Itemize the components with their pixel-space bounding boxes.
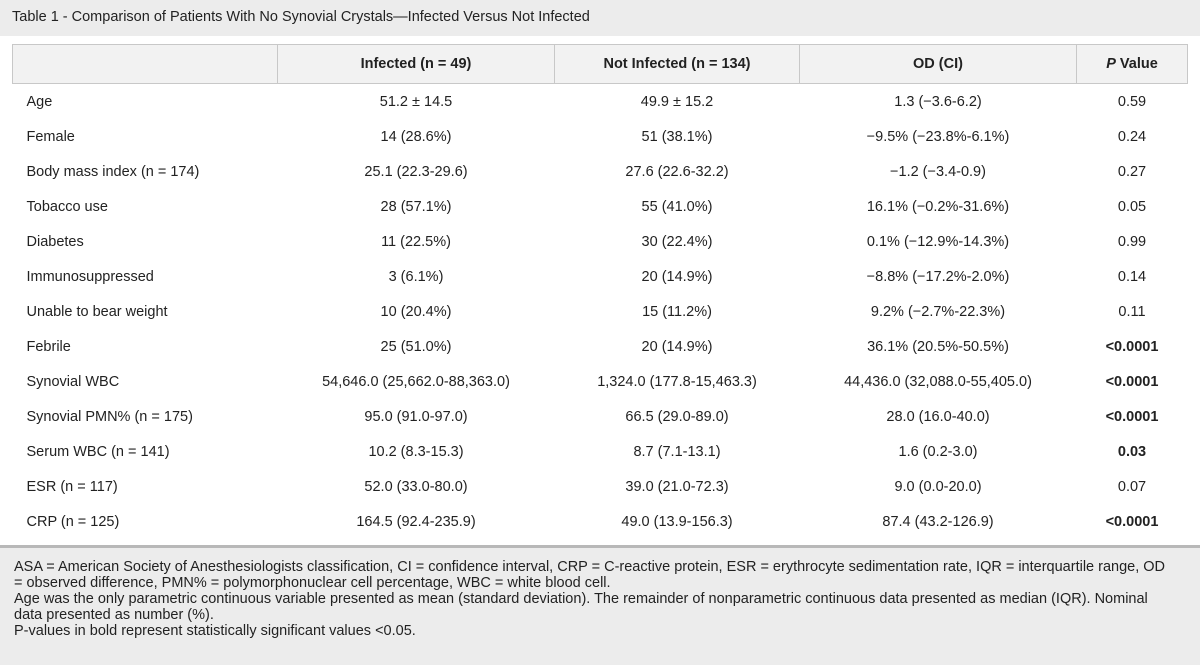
not-infected-cell: 20 (14.9%) <box>641 338 713 355</box>
infected-cell: 95.0 (91.0-97.0) <box>364 408 468 425</box>
infected-cell: 10.2 (8.3-15.3) <box>368 443 464 460</box>
not-infected-cell: 27.6 (22.6-32.2) <box>625 163 729 180</box>
row-label-cell: Tobacco use <box>26 198 108 215</box>
od-ci-cell: 1.6 (0.2-3.0) <box>898 443 978 460</box>
table-container: Infected (n = 49) Not Infected (n = 134)… <box>12 44 1188 539</box>
infected-cell: 3 (6.1%) <box>388 268 444 285</box>
p-value-cell: <0.0001 <box>1105 408 1159 425</box>
infected-cell: 51.2 ± 14.5 <box>379 93 453 110</box>
p-value-cell: 0.59 <box>1117 93 1147 110</box>
table-row: ESR (n = 117) 52.0 (33.0-80.0) 39.0 (21.0-… <box>13 469 1188 504</box>
row-label-cell: Diabetes <box>26 233 84 250</box>
row-label-cell: Body mass index (n = 174) <box>26 163 200 180</box>
table-caption-bar: Table 1 - Comparison of Patients With No… <box>0 0 1200 36</box>
header-p-italic: P <box>1106 56 1116 72</box>
row-label-cell: Synovial PMN% (n = 175) <box>26 408 193 425</box>
header-od-ci: OD (CI) <box>799 44 1077 84</box>
header-variable <box>12 44 278 84</box>
infected-cell: 14 (28.6%) <box>380 128 452 145</box>
table-row: Synovial WBC 54,646.0 (25,662.0-88,363.0)… <box>13 364 1188 399</box>
footnote-significance: P-values in bold represent statistically… <box>14 623 416 639</box>
od-ci-cell: 1.3 (−3.6-6.2) <box>894 93 982 110</box>
table-caption: Table 1 - Comparison of Patients With No… <box>12 9 590 25</box>
p-value-cell: <0.0001 <box>1105 513 1159 530</box>
not-infected-cell: 20 (14.9%) <box>641 268 713 285</box>
row-label-cell: Synovial WBC <box>26 373 120 390</box>
row-label-cell: Unable to bear weight <box>26 303 168 320</box>
row-label-cell: Age <box>26 93 53 110</box>
od-ci-cell: 9.0 (0.0-20.0) <box>894 478 982 495</box>
od-ci-cell: 0.1% (−12.9%-14.3%) <box>866 233 1010 250</box>
table-row: Diabetes 11 (22.5%) 30 (22.4%) 0.1% (−12.9%… <box>13 224 1188 259</box>
row-label-cell: Serum WBC (n = 141) <box>26 443 170 460</box>
od-ci-cell: 87.4 (43.2-126.9) <box>882 513 994 530</box>
table-row: Serum WBC (n = 141) 10.2 (8.3-15.3) 8.7 (7… <box>13 434 1188 469</box>
od-ci-cell: 28.0 (16.0-40.0) <box>886 408 990 425</box>
not-infected-cell: 55 (41.0%) <box>641 198 713 215</box>
table-row: Immunosuppressed 3 (6.1%) 20 (14.9%) −8.8% … <box>13 259 1188 294</box>
od-ci-cell: −8.8% (−17.2%-2.0%) <box>866 268 1010 285</box>
row-label-cell: ESR (n = 117) <box>26 478 118 495</box>
row-label-cell: Immunosuppressed <box>26 268 154 285</box>
od-ci-cell: 9.2% (−2.7%-22.3%) <box>870 303 1006 320</box>
table-row: Unable to bear weight 10 (20.4%) 15 (11.2%… <box>13 294 1188 329</box>
footnote-abbreviations: ASA = American Society of Anesthesiologi… <box>14 559 1166 591</box>
p-value-cell: 0.11 <box>1118 303 1146 320</box>
infected-cell: 11 (22.5%) <box>381 233 451 250</box>
footnote-divider <box>0 545 1200 548</box>
infected-cell: 52.0 (33.0-80.0) <box>364 478 468 495</box>
not-infected-cell: 30 (22.4%) <box>641 233 713 250</box>
table-body: Age 51.2 ± 14.5 49.9 ± 15.2 1.3 (−3.6-6.2) 0… <box>13 84 1188 540</box>
table-row: Body mass index (n = 174) 25.1 (22.3-29.6… <box>13 154 1188 189</box>
od-ci-cell: 36.1% (20.5%-50.5%) <box>867 338 1009 355</box>
row-label-cell: Febrile <box>26 338 71 355</box>
od-ci-cell: −1.2 (−3.4-0.9) <box>890 163 986 180</box>
p-value-cell: 0.27 <box>1117 163 1147 180</box>
footnotes-section: ASA = American Society of Anesthesiologi… <box>0 548 1200 665</box>
infected-cell: 10 (20.4%) <box>380 303 452 320</box>
p-value-cell: 0.14 <box>1117 268 1147 285</box>
header-p-suffix: Value <box>1115 56 1158 72</box>
p-value-cell: 0.07 <box>1117 478 1147 495</box>
table-row: Synovial PMN% (n = 175) 95.0 (91.0-97.0) 6… <box>13 399 1188 434</box>
p-value-cell: 0.24 <box>1117 128 1147 145</box>
infected-cell: 164.5 (92.4-235.9) <box>356 513 476 530</box>
not-infected-cell: 8.7 (7.1-13.1) <box>633 443 721 460</box>
not-infected-cell: 66.5 (29.0-89.0) <box>625 408 729 425</box>
infected-cell: 28 (57.1%) <box>380 198 452 215</box>
p-value-cell: 0.03 <box>1117 443 1147 460</box>
p-value-cell: <0.0001 <box>1105 338 1159 355</box>
od-ci-cell: −9.5% (−23.8%-6.1%) <box>866 128 1010 145</box>
table-row: Tobacco use 28 (57.1%) 55 (41.0%) 16.1% (−0… <box>13 189 1188 224</box>
comparison-table: Infected (n = 49) Not Infected (n = 134)… <box>12 44 1188 539</box>
od-ci-cell: 16.1% (−0.2%-31.6%) <box>866 198 1010 215</box>
table-row: Age 51.2 ± 14.5 49.9 ± 15.2 1.3 (−3.6-6.2) 0… <box>13 84 1188 120</box>
infected-cell: 25.1 (22.3-29.6) <box>364 163 468 180</box>
p-value-cell: <0.0001 <box>1105 373 1159 390</box>
od-ci-cell: 44,436.0 (32,088.0-55,405.0) <box>844 373 1032 390</box>
footnote-methods: Age was the only parametric continuous v… <box>14 591 1148 623</box>
not-infected-cell: 49.9 ± 15.2 <box>640 93 714 110</box>
row-label-cell: CRP (n = 125) <box>26 513 120 530</box>
header-infected: Infected (n = 49) <box>277 44 555 84</box>
infected-cell: 54,646.0 (25,662.0-88,363.0) <box>322 373 510 390</box>
table-header-row: Infected (n = 49) Not Infected (n = 134)… <box>12 44 1188 84</box>
not-infected-cell: 39.0 (21.0-72.3) <box>625 478 729 495</box>
not-infected-cell: 15 (11.2%) <box>642 303 712 320</box>
not-infected-cell: 1,324.0 (177.8-15,463.3) <box>597 373 757 390</box>
infected-cell: 25 (51.0%) <box>380 338 452 355</box>
p-value-cell: 0.05 <box>1117 198 1147 215</box>
not-infected-cell: 49.0 (13.9-156.3) <box>621 513 733 530</box>
table-row: Febrile 25 (51.0%) 20 (14.9%) 36.1% (20.5%-… <box>13 329 1188 364</box>
table-row: Female 14 (28.6%) 51 (38.1%) −9.5% (−23.8%-… <box>13 119 1188 154</box>
row-label-cell: Female <box>26 128 75 145</box>
table-row: CRP (n = 125) 164.5 (92.4-235.9) 49.0 (13.… <box>13 504 1188 539</box>
header-not-infected: Not Infected (n = 134) <box>554 44 800 84</box>
header-p-value: P Value <box>1076 44 1188 84</box>
p-value-cell: 0.99 <box>1117 233 1147 250</box>
not-infected-cell: 51 (38.1%) <box>641 128 713 145</box>
